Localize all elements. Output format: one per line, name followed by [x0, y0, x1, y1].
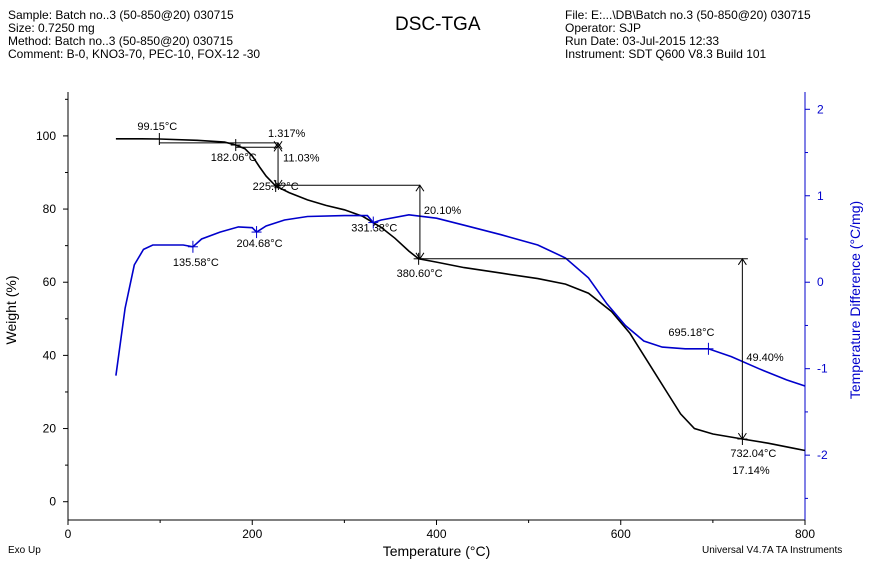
method-line: Method: Batch no..3 (50-850@20) 030715 [8, 34, 233, 48]
sample-info: Sample: Batch no..3 (50-850@20) 030715 S… [8, 9, 260, 61]
comment-line: Comment: B-0, KNO3-70, PEC-10, FOX-12 -3… [8, 47, 261, 61]
arrow-head [273, 144, 283, 152]
y-left-tick-label: 80 [43, 202, 57, 216]
operator-line: Operator: SJP [565, 21, 642, 35]
temperature-annotation: 135.58°C [173, 257, 219, 269]
y-right-tick-label: 1 [817, 189, 824, 203]
x-tick-label: 0 [65, 527, 72, 541]
software-credit: Universal V4.7A TA Instruments [702, 545, 843, 556]
arrow-head [737, 432, 747, 441]
x-tick-label: 800 [795, 527, 815, 541]
y-left-tick-label: 0 [49, 495, 56, 509]
y-right-tick-label: -2 [817, 448, 828, 462]
y-axis-left-label: Weight (%) [3, 276, 19, 345]
chart-title: DSC-TGA [395, 14, 481, 35]
axes: 0 200 400 600 800 0 20 40 60 80 100 -2 -1 0 1 2 [36, 92, 828, 541]
exo-up-note: Exo Up [8, 545, 41, 556]
annotation-layer: 99.15°C 182.06°C 225.42°C 380.60°C 732.04°C 1… [137, 121, 784, 477]
residue-label: 17.14% [732, 465, 770, 477]
temperature-annotation: 732.04°C [730, 448, 776, 460]
x-tick-label: 200 [242, 527, 262, 541]
weight-loss-label: 11.03% [283, 153, 320, 165]
x-axis-label: Temperature (°C) [383, 543, 491, 559]
y-left-tick-label: 60 [43, 275, 57, 289]
y-left-tick-label: 20 [43, 422, 57, 436]
arrow-head [737, 257, 747, 266]
arrow-head [415, 184, 425, 192]
x-tick-label: 600 [611, 527, 631, 541]
instrument-line: Instrument: SDT Q600 V8.3 Build 101 [565, 47, 767, 61]
weight-loss-label: 1.317% [268, 128, 306, 140]
temperature-annotation: 331.38°C [351, 223, 397, 235]
temperature-annotation: 204.68°C [237, 238, 283, 250]
y-right-tick-label: 2 [817, 102, 824, 116]
y-left-tick-label: 40 [43, 348, 57, 362]
run-date-line: Run Date: 03-Jul-2015 12:33 [565, 34, 720, 48]
y-right-tick-label: -1 [817, 362, 828, 376]
y-left-tick-label: 100 [36, 129, 56, 143]
sample-line: Sample: Batch no..3 (50-850@20) 030715 [8, 8, 234, 22]
temperature-annotation: 225.42°C [253, 181, 299, 193]
temperature-annotation: 695.18°C [668, 327, 714, 339]
arrow-head [273, 141, 283, 150]
x-tick-label: 400 [426, 527, 446, 541]
arrow-head [273, 179, 283, 187]
dta-curve [115, 213, 806, 387]
file-line: File: E:...\DB\Batch no.3 (50-850@20) 03… [565, 8, 811, 22]
temperature-annotation: 182.06°C [211, 152, 257, 164]
weight-loss-label: 20.10% [424, 205, 462, 217]
run-info: File: E:...\DB\Batch no.3 (50-850@20) 03… [565, 9, 811, 61]
temperature-annotation: 99.15°C [137, 121, 177, 133]
temperature-annotation: 380.60°C [397, 268, 443, 280]
y-right-tick-label: 0 [817, 275, 824, 289]
arrow-head [415, 252, 425, 260]
weight-curve [115, 138, 806, 452]
size-line: Size: 0.7250 mg [8, 21, 95, 35]
series-layer [115, 138, 806, 452]
weight-loss-label: 49.40% [746, 352, 784, 364]
y-axis-right-label: Temperature Difference (°C/mg) [847, 201, 863, 399]
